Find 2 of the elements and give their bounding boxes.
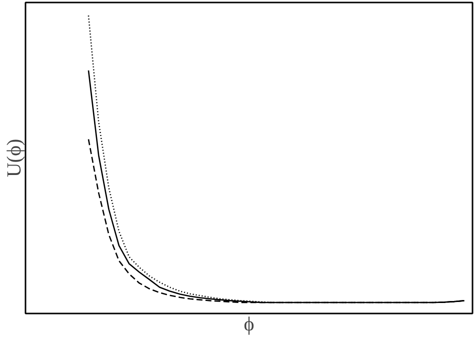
y-axis-title: U(ϕ): [4, 138, 26, 178]
x-axis-title: ϕ: [244, 314, 254, 336]
